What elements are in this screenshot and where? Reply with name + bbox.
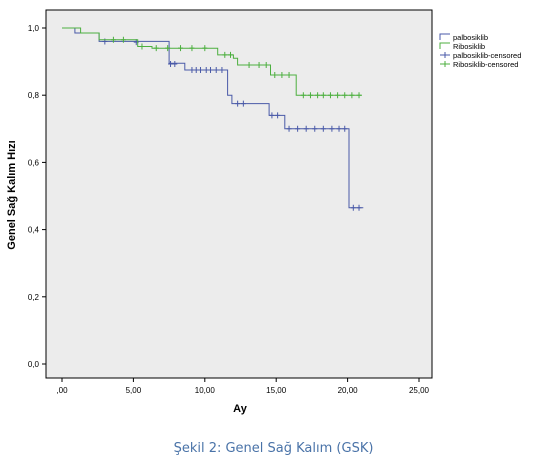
censor-mark bbox=[189, 45, 195, 52]
censor-mark bbox=[198, 67, 204, 73]
censor-mark bbox=[139, 43, 145, 50]
censor-mark bbox=[320, 125, 326, 132]
legend-swatch bbox=[440, 52, 450, 58]
censor-mark bbox=[329, 125, 335, 132]
censor-mark bbox=[300, 92, 306, 99]
legend: palbosiklibRibosiklibpalbosiklib-censore… bbox=[439, 33, 521, 69]
legend-label: Ribosiklib-censored bbox=[453, 60, 518, 69]
censor-mark bbox=[189, 67, 195, 73]
censor-mark bbox=[193, 67, 199, 73]
censor-mark bbox=[110, 36, 116, 43]
figure-caption: Şekil 2: Genel Sağ Kalım (GSK) bbox=[173, 441, 374, 456]
censor-mark bbox=[272, 72, 278, 79]
legend-label: palbosiklib bbox=[453, 33, 488, 42]
censor-mark bbox=[222, 51, 228, 58]
censor-mark bbox=[342, 92, 348, 99]
y-tick-label: 0,6 bbox=[28, 158, 40, 167]
plot-area bbox=[45, 9, 433, 379]
y-tick-label: 0,2 bbox=[28, 293, 40, 302]
x-axis-label: Ay bbox=[233, 403, 248, 415]
censor-mark bbox=[320, 92, 326, 99]
censor-mark bbox=[335, 92, 341, 99]
censor-mark bbox=[203, 67, 209, 73]
legend-label: Ribosiklib bbox=[453, 42, 485, 51]
censor-mark bbox=[356, 92, 362, 99]
censor-mark bbox=[327, 92, 333, 99]
y-tick-label: 0,4 bbox=[28, 226, 40, 235]
y-tick-label: 0,0 bbox=[28, 360, 40, 369]
legend-label: palbosiklib-censored bbox=[453, 51, 521, 60]
censor-mark bbox=[202, 45, 208, 52]
series-line-1 bbox=[62, 27, 362, 96]
censor-mark bbox=[256, 61, 262, 68]
censor-mark bbox=[208, 67, 214, 73]
censor-mark bbox=[336, 125, 342, 132]
censor-mark bbox=[168, 60, 174, 67]
x-tick-label: 10,00 bbox=[195, 386, 216, 395]
censor-mark bbox=[240, 100, 246, 107]
censor-mark bbox=[213, 67, 219, 73]
censor-mark bbox=[350, 204, 356, 211]
x-tick-label: ,00 bbox=[56, 386, 68, 395]
censor-mark bbox=[275, 112, 281, 119]
censor-mark bbox=[165, 45, 171, 52]
censor-mark bbox=[120, 36, 126, 43]
censor-mark bbox=[269, 112, 275, 119]
x-tick-label: 20,00 bbox=[338, 386, 359, 395]
censor-mark bbox=[342, 125, 348, 132]
censor-mark bbox=[286, 125, 292, 132]
censor-mark bbox=[315, 92, 321, 99]
censor-mark bbox=[295, 125, 301, 132]
censor-mark bbox=[356, 204, 362, 211]
censor-mark bbox=[279, 72, 285, 79]
legend-swatch bbox=[439, 33, 450, 40]
x-tick-label: 5,00 bbox=[126, 386, 142, 395]
censor-mark bbox=[235, 100, 241, 107]
legend-swatch bbox=[439, 42, 450, 49]
curves bbox=[62, 27, 364, 211]
censor-mark bbox=[172, 60, 178, 67]
y-tick-label: 0,8 bbox=[28, 91, 40, 100]
censor-mark bbox=[312, 125, 318, 132]
y-axis-label: Genel Sağ Kalım Hızı bbox=[6, 140, 18, 249]
censor-mark bbox=[307, 92, 313, 99]
censor-mark bbox=[246, 61, 252, 68]
y-tick-label: 1,0 bbox=[28, 24, 40, 33]
censor-mark bbox=[286, 72, 292, 79]
censor-mark bbox=[178, 45, 184, 52]
censor-mark bbox=[228, 51, 234, 58]
x-tick-label: 15,00 bbox=[266, 386, 287, 395]
axes: ,00 5,00 10,00 15,00 20,00 25,00 0,0 0,2 0,4 0,6 0… bbox=[28, 24, 430, 395]
legend-swatch bbox=[440, 61, 450, 67]
censor-mark bbox=[219, 67, 225, 73]
censor-mark bbox=[349, 92, 355, 99]
x-tick-label: 25,00 bbox=[409, 386, 430, 395]
censor-mark bbox=[303, 125, 309, 132]
censor-mark bbox=[263, 61, 269, 68]
censor-mark bbox=[153, 45, 159, 52]
